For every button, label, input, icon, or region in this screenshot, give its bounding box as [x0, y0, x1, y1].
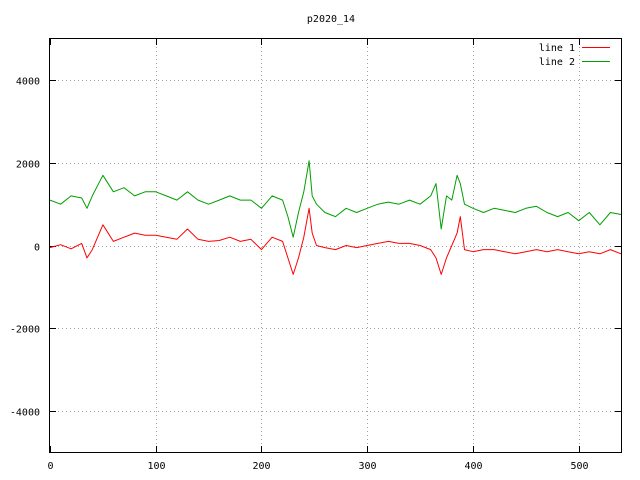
grid-lines — [50, 39, 621, 452]
x-tick-label: 300 — [358, 461, 376, 472]
plot-frame — [49, 38, 622, 453]
series-group — [49, 160, 622, 275]
x-tick-label: 400 — [464, 461, 482, 472]
legend-label-line-1: line 1 — [539, 43, 575, 54]
x-tick-label: 0 — [47, 461, 53, 472]
legend: line 1 line 2 — [539, 43, 610, 68]
legend-label-line-2: line 2 — [539, 57, 575, 68]
y-tick-label: 4000 — [16, 77, 40, 88]
x-tick-label: 100 — [147, 461, 165, 472]
axis-ticks: 0 100 200 300 400 500 -4000 -2000 0 2000 4000 — [10, 39, 621, 472]
x-tick-label: 500 — [570, 461, 588, 472]
y-tick-label: -2000 — [10, 325, 40, 336]
series-line-1 — [49, 207, 622, 275]
y-tick-label: 2000 — [16, 160, 40, 171]
y-tick-label: -4000 — [10, 408, 40, 419]
chart-title: p2020_14 — [307, 14, 355, 25]
y-tick-label: 0 — [34, 243, 40, 254]
series-line-2 — [49, 160, 622, 238]
x-tick-label: 200 — [252, 461, 270, 472]
